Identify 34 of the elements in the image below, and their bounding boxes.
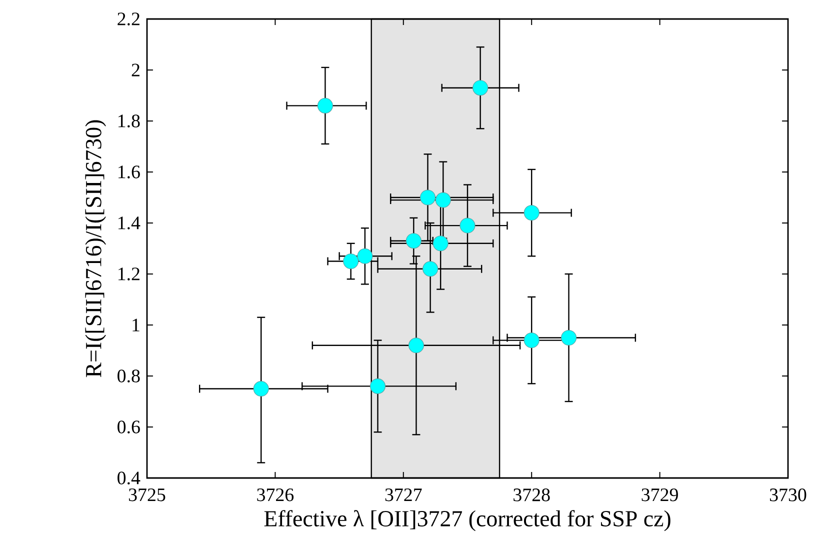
y-tick-label: 0.4 <box>118 472 140 484</box>
point <box>435 192 451 208</box>
x-axis-title: Effective λ [OII]3727 (corrected for SSP cz) <box>264 510 670 532</box>
y-tick-label: 2.2 <box>118 12 140 26</box>
x-tick-label: 3725 <box>128 488 166 502</box>
point <box>357 248 373 264</box>
y-tick-label: 1.4 <box>118 216 140 230</box>
point <box>460 218 476 234</box>
y-axis-title: R=I([SII]6716)/I([SII]6730) <box>85 120 106 378</box>
y-tick-label: 1.2 <box>118 268 140 280</box>
point <box>432 236 448 252</box>
point <box>524 332 540 348</box>
x-tick-label: 3728 <box>514 488 550 502</box>
y-tick-label: 1.8 <box>118 114 140 128</box>
point <box>406 233 422 249</box>
point <box>317 98 333 114</box>
point <box>422 261 438 277</box>
point <box>408 338 424 354</box>
point <box>370 378 386 394</box>
x-tick-label: 3727 <box>385 488 422 502</box>
x-tick-label: 3730 <box>770 488 806 502</box>
y-tick-label: 0.6 <box>118 420 140 434</box>
x-tick-label: 3729 <box>642 488 678 502</box>
y-tick-label: 1 <box>132 318 140 332</box>
point <box>524 205 540 221</box>
y-tick-label: 0.8 <box>118 370 140 382</box>
y-tick-label: 1.6 <box>118 166 140 178</box>
y-tick-label: 2 <box>132 64 140 76</box>
point <box>561 330 577 346</box>
point <box>253 380 269 397</box>
x-tick-label: 3726 <box>257 488 294 502</box>
point <box>472 80 488 96</box>
point <box>420 190 436 206</box>
point <box>343 253 359 270</box>
